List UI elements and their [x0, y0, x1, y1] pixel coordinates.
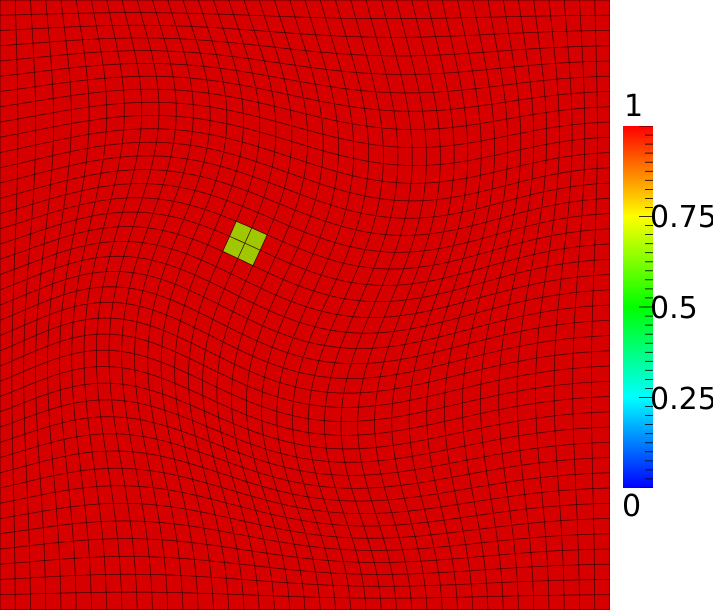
mesh-line-vertical	[480, 0, 522, 610]
mesh-line-vertical	[276, 0, 355, 610]
scalar-bar-gradient	[623, 126, 653, 488]
mesh-line-horizontal	[0, 382, 610, 450]
mesh-line-horizontal	[0, 301, 610, 379]
mesh-line-horizontal	[0, 271, 610, 349]
highlighted-cell-lines	[229, 227, 261, 259]
deformed-mesh	[0, 0, 610, 610]
mesh-line-vertical	[408, 0, 469, 610]
scalar-bar: 1 0.75 0.5 0.25 0	[610, 0, 713, 610]
mesh-line-vertical	[340, 0, 413, 610]
mesh-line-horizontal	[0, 485, 610, 527]
mesh-line-horizontal	[0, 286, 610, 365]
mesh-line-vertical	[426, 0, 482, 610]
mesh-line-vertical	[590, 0, 598, 610]
scalar-bar-label-0.25: 0.25	[650, 382, 713, 417]
mesh-line-vertical	[357, 0, 427, 610]
mesh-line-vertical	[324, 0, 399, 610]
mesh-line-vertical	[553, 0, 573, 610]
mesh-line-horizontal	[0, 416, 610, 476]
mesh-line-vertical	[391, 0, 455, 610]
mesh-line-vertical	[535, 0, 560, 610]
mesh-line-vertical	[516, 0, 547, 610]
mesh-line-vertical	[308, 0, 384, 610]
render-viewport[interactable]	[0, 0, 610, 610]
scalar-bar-max-label: 1	[624, 89, 644, 124]
scalar-bar-min-label: 0	[622, 489, 642, 524]
mesh-line-horizontal	[0, 467, 610, 514]
mesh-line-horizontal	[0, 502, 610, 539]
mesh-line-horizontal	[0, 366, 610, 436]
mesh-line-horizontal	[0, 556, 610, 575]
mesh-line-horizontal	[0, 573, 610, 587]
mesh-line-vertical	[462, 0, 509, 610]
mesh-line-vertical	[572, 0, 586, 610]
mesh-line-horizontal	[0, 538, 610, 563]
mesh-line-horizontal	[0, 433, 610, 489]
mesh-line-horizontal	[0, 349, 610, 422]
mesh-line-vertical	[292, 0, 370, 610]
mesh-line-vertical	[498, 0, 535, 610]
mesh-line-horizontal	[0, 399, 610, 463]
mesh-line-horizontal	[0, 520, 610, 551]
mesh-line-horizontal	[0, 591, 610, 599]
scalar-bar-label-0.5: 0.5	[650, 291, 698, 326]
mesh-line-horizontal	[0, 333, 610, 408]
scalar-bar-label-0.75: 0.75	[650, 200, 713, 235]
mesh-line-vertical	[444, 0, 495, 610]
mesh-line-vertical	[374, 0, 441, 610]
mesh-line-horizontal	[0, 317, 610, 394]
mesh-line-horizontal	[0, 450, 610, 502]
